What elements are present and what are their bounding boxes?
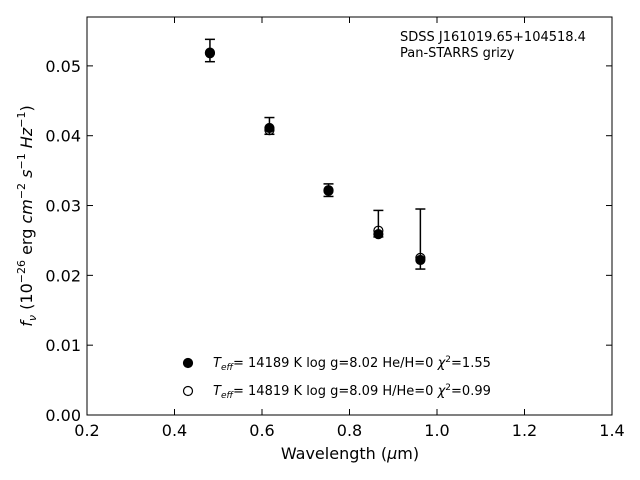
- legend-entry-2: Teff= 14819 K log g=8.09 H/He=0 χ2=0.99: [213, 383, 491, 401]
- object-name-annotation: SDSS J161019.65+104518.4: [400, 30, 586, 45]
- y-tick-label: 0.05: [45, 57, 81, 76]
- model-point-open: [323, 185, 334, 196]
- x-tick-label: 1.4: [599, 421, 624, 440]
- model-point-open: [373, 225, 384, 236]
- y-tick-label: 0.00: [45, 406, 81, 425]
- legend: Teff= 14189 K log g=8.02 He/H=0 χ2=1.55 …: [182, 355, 491, 401]
- y-tick-label: 0.03: [45, 197, 81, 216]
- x-tick-label: 1.2: [512, 421, 537, 440]
- model-point-open: [415, 252, 426, 263]
- y-tick-label: 0.04: [45, 127, 81, 146]
- model-point-filled: [373, 229, 384, 240]
- x-tick-label: 0.8: [337, 421, 362, 440]
- model-point-open: [204, 48, 216, 59]
- x-tick-label: 0.4: [162, 421, 187, 440]
- x-axis-label: Wavelength (μm): [281, 444, 419, 463]
- x-tick-label: 1.0: [424, 421, 449, 440]
- legend-entry-1: Teff= 14189 K log g=8.02 He/H=0 χ2=1.55: [213, 355, 491, 373]
- legend-marker-filled: [182, 357, 194, 369]
- y-tick-label: 0.01: [45, 336, 81, 355]
- model-point-open: [264, 125, 275, 136]
- x-tick-label: 0.6: [249, 421, 274, 440]
- x-tick-label: 0.2: [74, 421, 99, 440]
- y-axis-label: fν (10−26 erg cm−2 s−1 Hz−1): [15, 105, 39, 326]
- y-tick-label: 0.02: [45, 266, 81, 285]
- filter-set-annotation: Pan-STARRS grizy: [400, 46, 515, 61]
- legend-marker-open: [182, 385, 194, 397]
- plot-area: 0.2 0.4 0.6 0.8 1.0 1.2 1.4 0.00 0.01 0.02 0.03 0.0…: [45, 16, 625, 440]
